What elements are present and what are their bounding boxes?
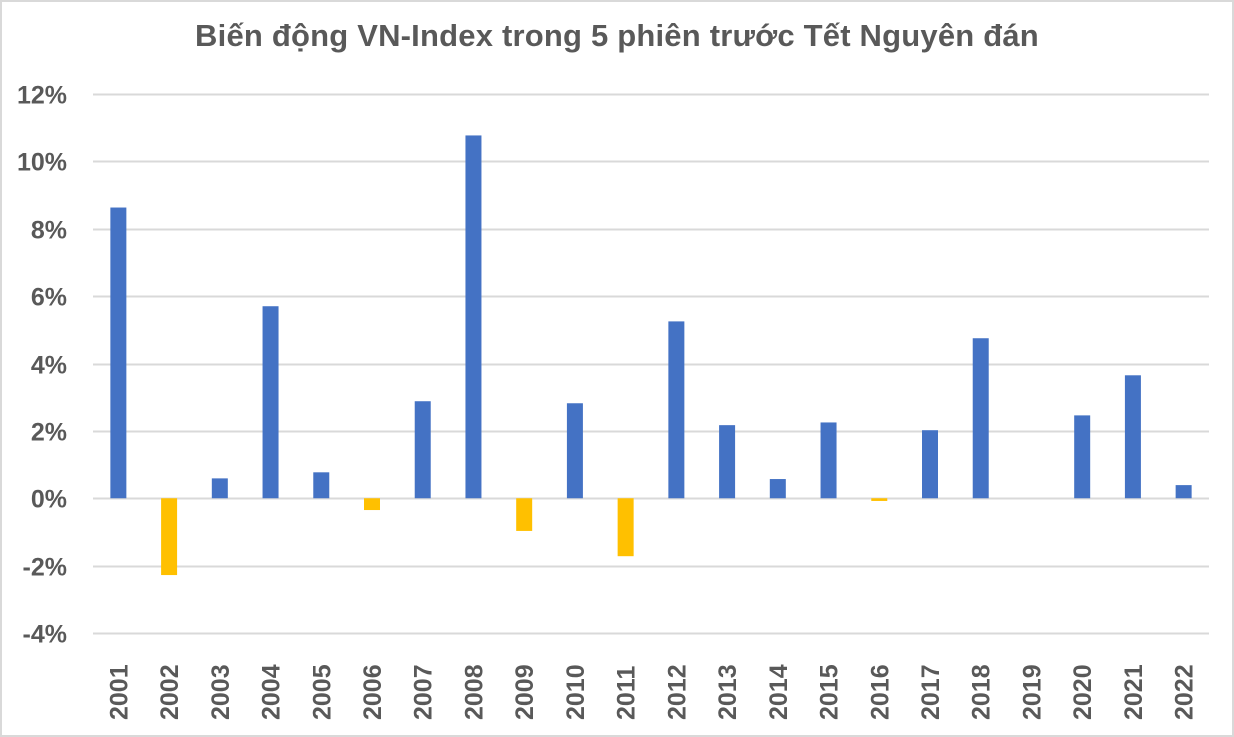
x-tick-label: 2004	[258, 664, 286, 720]
bar-2006	[364, 498, 380, 511]
y-axis-tick-labels: 12% 10% 8% 6% 4% 2% 0% -2% -4%	[17, 82, 67, 649]
x-tick-label: 2016	[866, 664, 894, 720]
bar-2021	[1124, 375, 1141, 499]
bars	[110, 135, 1192, 576]
bar-2014	[769, 479, 786, 499]
bar-2017	[922, 430, 938, 499]
bar-2002	[161, 498, 178, 576]
bar-2018	[972, 338, 989, 499]
x-tick-label: 2012	[663, 664, 691, 720]
x-tick-label: 2017	[917, 664, 945, 720]
bar-2012	[668, 321, 685, 499]
y-tick-label: 12%	[17, 82, 67, 110]
x-tick-label: 2015	[816, 664, 844, 720]
bar-2016	[871, 498, 888, 501]
x-tick-label: 2013	[714, 664, 742, 720]
y-tick-label: 8%	[31, 217, 67, 245]
y-tick-label: 4%	[31, 352, 67, 380]
x-tick-label: 2018	[968, 664, 996, 720]
x-tick-label: 2021	[1120, 664, 1148, 720]
x-tick-label: 2014	[765, 664, 793, 720]
bar-2011	[617, 498, 634, 557]
bar-2007	[414, 401, 431, 499]
x-tick-label: 2009	[511, 664, 539, 720]
y-tick-label: 0%	[31, 486, 67, 514]
x-tick-label: 2006	[359, 664, 387, 720]
y-tick-label: 2%	[31, 419, 67, 447]
bar-2010	[566, 403, 583, 499]
x-tick-label: 2022	[1171, 664, 1199, 720]
x-tick-label: 2008	[460, 664, 488, 720]
x-tick-label: 2002	[156, 664, 184, 720]
y-tick-label: -4%	[23, 621, 67, 649]
x-tick-label: 2001	[105, 664, 133, 720]
bar-2015	[820, 422, 837, 499]
x-tick-label: 2005	[308, 664, 336, 720]
bar-2009	[516, 498, 533, 531]
bar-2005	[313, 472, 330, 499]
x-tick-label: 2020	[1069, 664, 1097, 720]
bar-2003	[211, 478, 228, 499]
gridlines	[93, 93, 1209, 635]
x-tick-label: 2010	[562, 664, 590, 720]
y-tick-label: 6%	[31, 284, 67, 312]
bar-2013	[719, 425, 736, 499]
x-axis-tick-labels: 2001 2002 2003 2004 2005 2006 2007 2008 2009 2010…	[105, 664, 1198, 720]
x-tick-label: 2019	[1018, 664, 1046, 720]
bar-2020	[1074, 415, 1091, 499]
chart-title: Biến động VN-Index trong 5 phiên trước T…	[195, 18, 1039, 53]
y-tick-label: -2%	[23, 554, 67, 582]
bar-2022	[1175, 485, 1192, 499]
bar-2004	[262, 306, 279, 499]
bar-2001	[110, 207, 127, 499]
bar-2008	[465, 135, 482, 499]
y-tick-label: 10%	[17, 149, 67, 177]
x-tick-label: 2007	[410, 664, 438, 720]
x-tick-label: 2003	[207, 664, 235, 720]
x-tick-label: 2011	[613, 666, 641, 720]
